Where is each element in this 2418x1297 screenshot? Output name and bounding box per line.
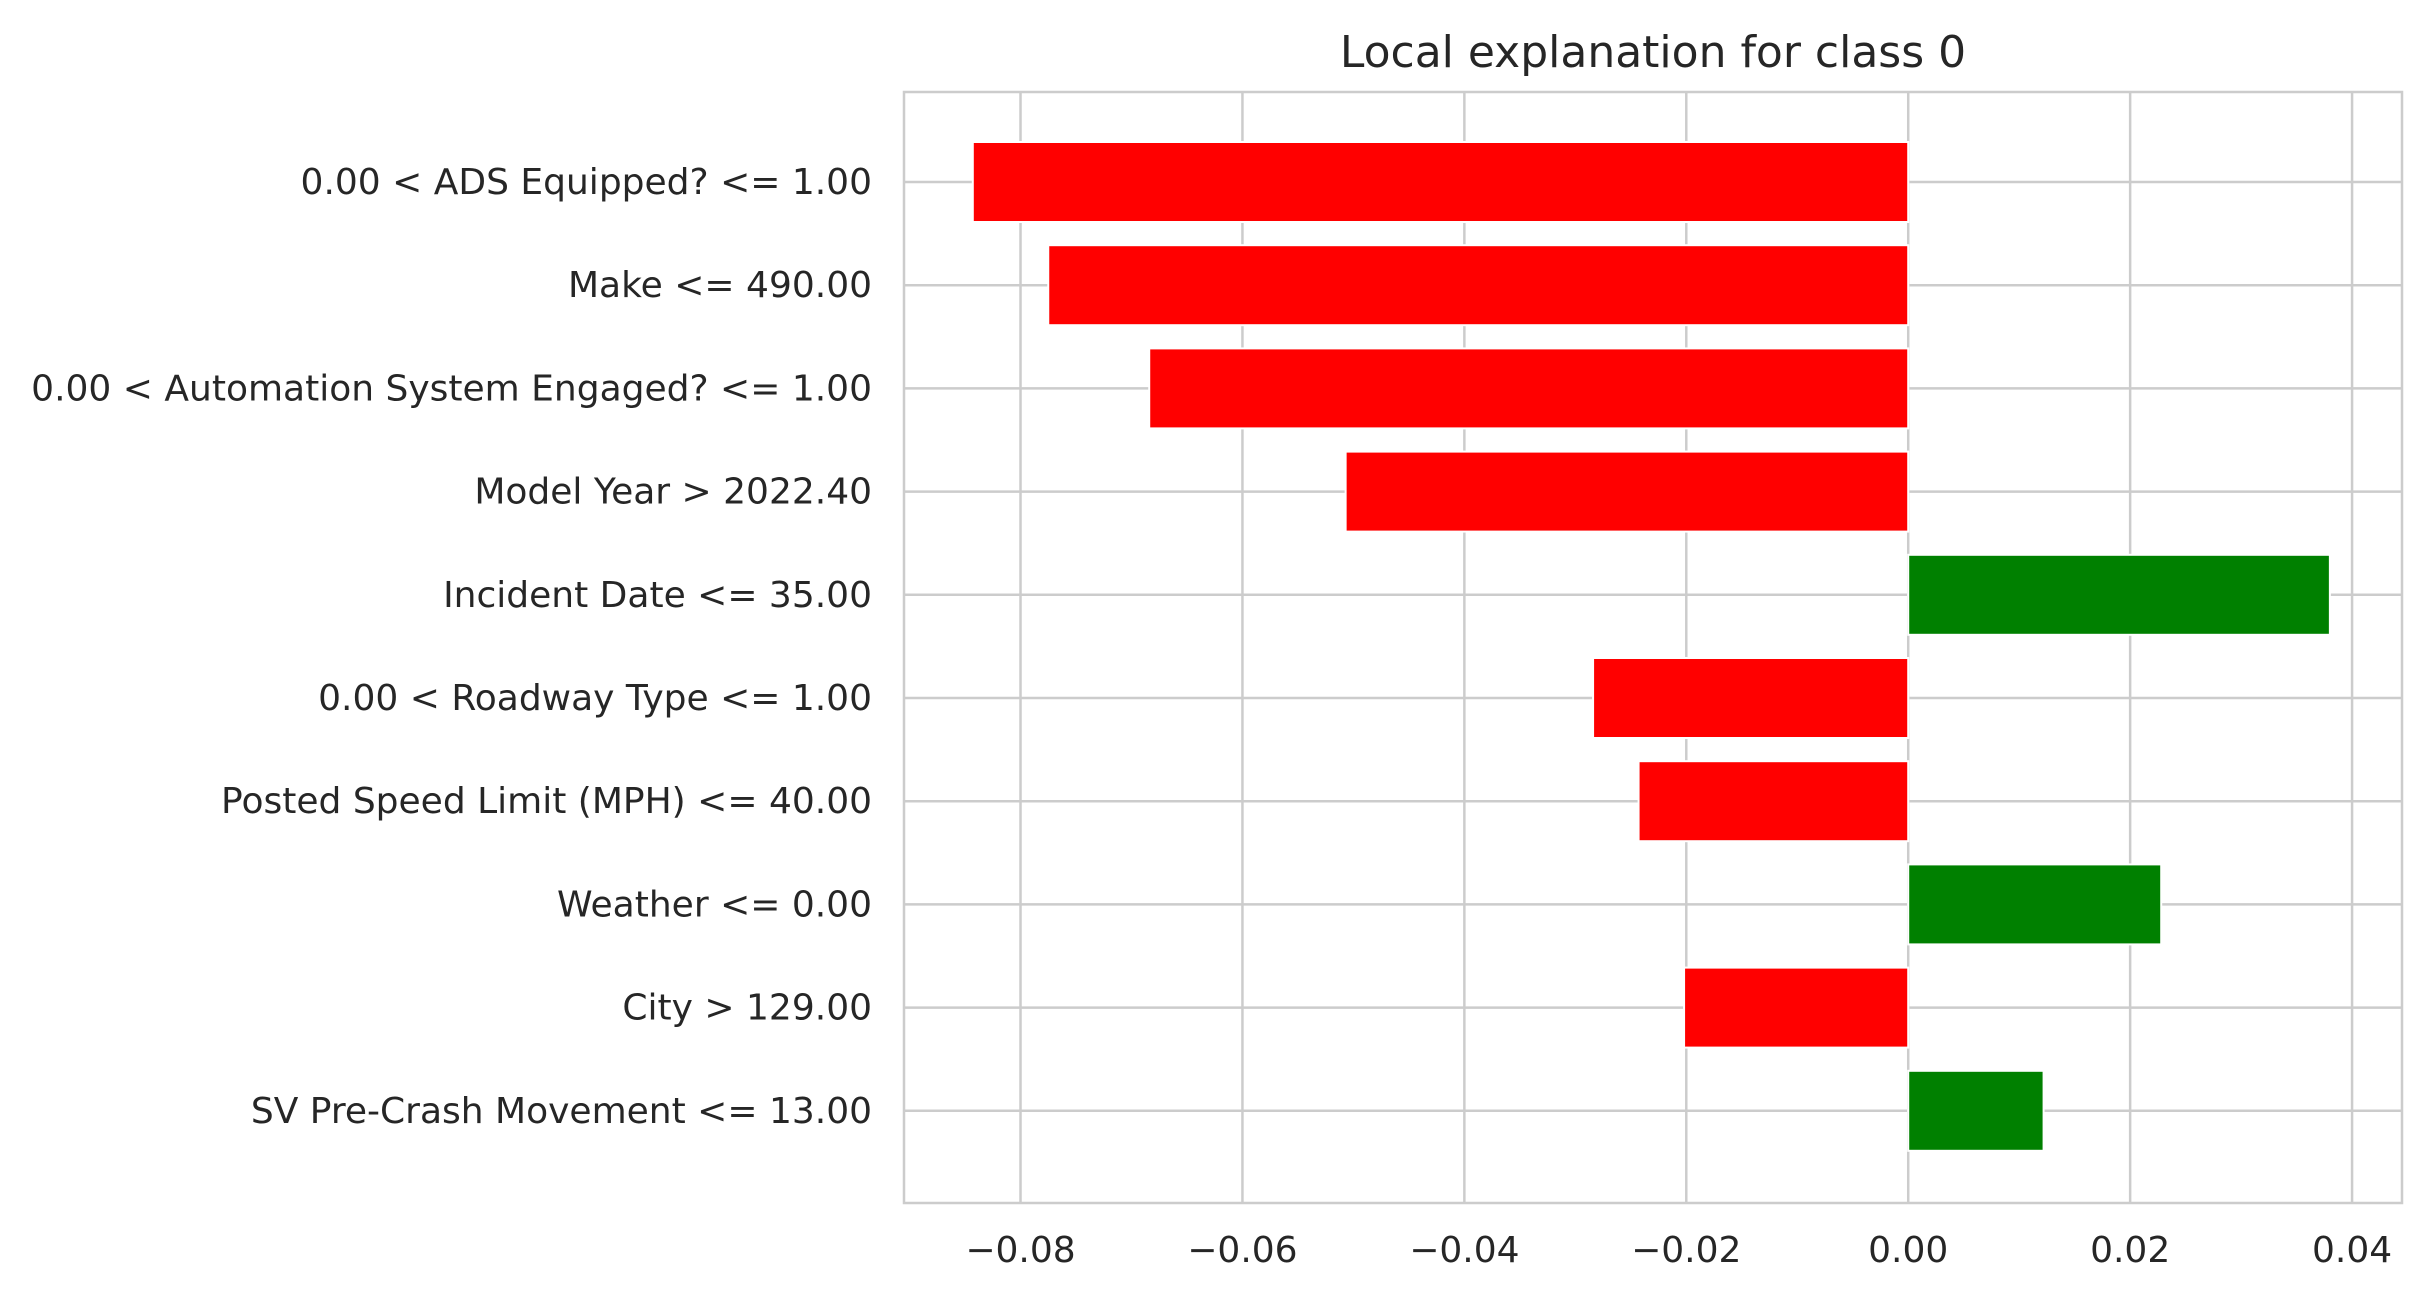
bar-positive	[1907, 863, 2163, 946]
y-tick-label: Posted Speed Limit (MPH) <= 40.00	[221, 781, 872, 822]
x-tick-label: −0.06	[1187, 1230, 1297, 1271]
x-tick-label: 0.02	[2090, 1230, 2170, 1271]
axes-frame	[902, 90, 2404, 1205]
y-tick-label: Make <= 490.00	[568, 265, 872, 306]
y-tick-label: Weather <= 0.00	[557, 884, 872, 925]
bar-negative	[1047, 244, 1910, 327]
bar-negative	[1637, 760, 1910, 843]
y-tick-label: 0.00 < Automation System Engaged? <= 1.0…	[31, 368, 872, 409]
bar-positive	[1907, 553, 2331, 636]
y-tick-labels: 0.00 < ADS Equipped? <= 1.00 Make <= 490.…	[31, 162, 872, 1132]
x-tick-label: −0.04	[1409, 1230, 1519, 1271]
x-tick-labels: −0.08 −0.06 −0.04 −0.02 0.00 0.02 0.04	[965, 1230, 2392, 1271]
bar-negative	[1148, 347, 1910, 430]
x-tick-label: −0.02	[1631, 1230, 1741, 1271]
y-tick-label: Incident Date <= 35.00	[443, 575, 872, 616]
bar-negative	[1592, 657, 1910, 739]
bar-negative	[1683, 966, 1910, 1049]
plot-frame	[902, 90, 2404, 1205]
bars-layer	[971, 141, 2331, 1152]
bar-negative	[1344, 450, 1910, 533]
y-tick-label: City > 129.00	[622, 988, 872, 1029]
chart-title: Local explanation for class 0	[1340, 27, 1966, 78]
x-tick-label: −0.08	[965, 1230, 1075, 1271]
y-tick-label: 0.00 < ADS Equipped? <= 1.00	[301, 162, 872, 203]
x-tick-label: 0.04	[2312, 1230, 2392, 1271]
y-tick-label: SV Pre-Crash Movement <= 13.00	[251, 1091, 872, 1132]
y-tick-label: 0.00 < Roadway Type <= 1.00	[318, 678, 872, 719]
y-tick-label: Model Year > 2022.40	[474, 472, 872, 513]
x-tick-label: 0.00	[1868, 1230, 1948, 1271]
bar-negative	[971, 141, 1910, 223]
bar-positive	[1907, 1069, 2045, 1152]
